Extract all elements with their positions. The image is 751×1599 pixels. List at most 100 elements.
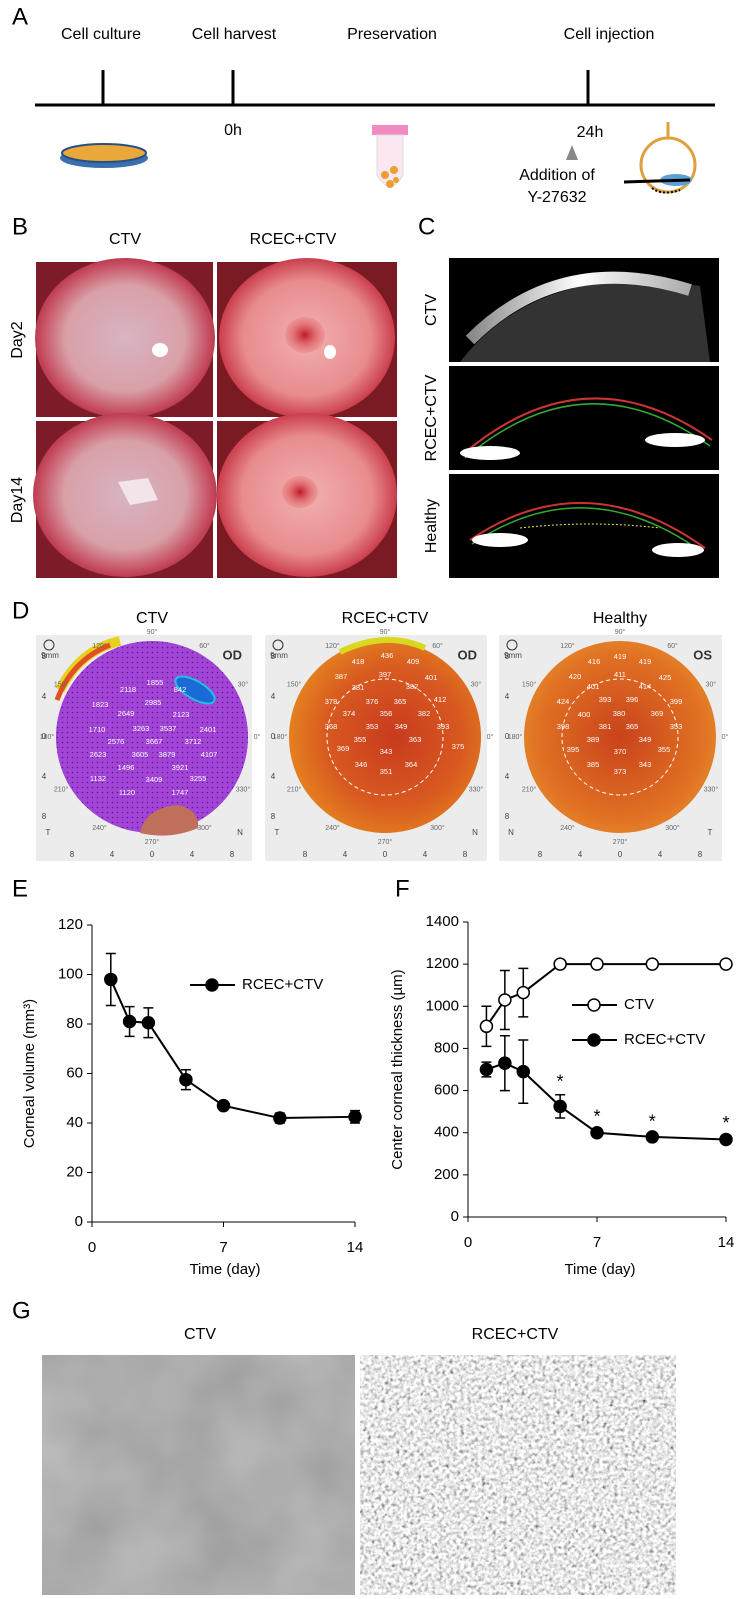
map-tick: 4: [190, 850, 195, 859]
thickness-value: 385: [587, 760, 600, 769]
circle: [390, 166, 398, 174]
thickness-value: 409: [407, 657, 420, 666]
x-tick-label: 14: [347, 1239, 364, 1256]
thickness-value: 3409: [146, 775, 163, 784]
map-tick: 8: [303, 850, 308, 859]
thickness-value: 2576: [108, 737, 125, 746]
thickness-value: 396: [626, 695, 639, 704]
marker: [122, 1014, 137, 1029]
thickness-value: 374: [343, 709, 356, 718]
panel-label: A: [12, 3, 28, 30]
confocal-images: [42, 1355, 676, 1595]
marker: [553, 1099, 567, 1114]
path: [376, 134, 404, 187]
y-tick-label: 1000: [426, 997, 459, 1014]
degree-label: 60°: [432, 642, 443, 650]
x-tick-label: 7: [219, 1239, 227, 1256]
x-axis-label: Time (day): [189, 1261, 260, 1278]
thickness-value: 419: [614, 652, 627, 661]
degree-label: 90°: [615, 628, 626, 636]
map-tick: 4: [343, 850, 348, 859]
degree-label: 60°: [667, 642, 678, 650]
thickness-value: 375: [452, 742, 465, 751]
map-tick: 8: [538, 850, 543, 859]
x-tick-label: 0: [88, 1239, 96, 1256]
legend-label: CTV: [624, 996, 654, 1013]
degree-label: 300°: [665, 824, 680, 832]
thickness-value: 351: [380, 767, 393, 776]
y-tick-label: 80: [66, 1015, 83, 1032]
thickness-value: 842: [174, 685, 187, 694]
panel-label: D: [12, 597, 29, 624]
thickness-value: 414: [639, 682, 652, 691]
marker: [590, 1125, 604, 1140]
marker: [719, 957, 733, 971]
degree-label: 120°: [325, 642, 340, 650]
thickness-value: 1496: [118, 763, 135, 772]
thickness-value: 398: [557, 722, 570, 731]
degree-label: 180°: [273, 733, 288, 741]
x-axis-label: Time (day): [564, 1261, 635, 1278]
thickness-value: 365: [394, 697, 407, 706]
degree-label: 0°: [254, 733, 261, 741]
thickness-value: 353: [670, 722, 683, 731]
thickness-value: 389: [587, 735, 600, 744]
thickness-value: 436: [381, 651, 394, 660]
thickness-value: 368: [325, 722, 338, 731]
map-title: CTV: [136, 610, 168, 627]
panel-label: B: [12, 213, 28, 240]
map-tick: 4: [505, 692, 510, 701]
map-tick: 0: [150, 850, 155, 859]
marker: [498, 993, 512, 1007]
slit-lamp-photos: [33, 258, 397, 578]
degree-label: 210°: [287, 785, 302, 793]
degree-label: 30°: [238, 680, 249, 688]
path: [471, 507, 703, 553]
thickness-value: 349: [395, 722, 408, 731]
tube-icon: [372, 125, 408, 188]
rect: [360, 1355, 676, 1595]
degree-label: 150°: [522, 680, 537, 688]
map-title: Healthy: [593, 610, 647, 627]
y-tick-label: 200: [434, 1166, 459, 1183]
eye-label: OS: [693, 647, 712, 662]
degree-label: 150°: [54, 680, 69, 688]
circle: [326, 678, 444, 796]
marker: [590, 957, 604, 971]
oct-images: [449, 258, 719, 578]
time-label: 0h: [224, 122, 242, 139]
y-tick-label: 120: [58, 916, 83, 933]
thickness-value: 382: [418, 709, 431, 718]
column-header: RCEC+CTV: [250, 231, 337, 248]
map-tick: 8: [42, 652, 47, 661]
x-tick-label: 0: [464, 1234, 472, 1251]
thickness-value: 378: [325, 697, 338, 706]
ellipse: [152, 343, 168, 357]
thickness-value: 346: [355, 760, 368, 769]
degree-label: 90°: [380, 628, 391, 636]
map-tick: 4: [110, 850, 115, 859]
row-label: Healthy: [423, 499, 440, 553]
row-label: Day14: [9, 477, 26, 523]
y-tick-label: 100: [58, 965, 83, 982]
panel-label: E: [12, 875, 28, 902]
path: [651, 187, 681, 194]
degree-label: 240°: [92, 824, 107, 832]
degree-label: 270°: [378, 838, 393, 846]
thickness-value: 343: [380, 747, 393, 756]
degree-label: 330°: [236, 785, 251, 793]
thickness-value: 412: [434, 695, 447, 704]
y-tick-label: 1400: [426, 913, 459, 930]
degree-label: 240°: [560, 824, 575, 832]
thickness-value: 355: [658, 745, 671, 754]
step-label: Cell injection: [564, 26, 655, 43]
degree-label: 180°: [40, 733, 55, 741]
circle: [386, 180, 394, 188]
x-tick-label: 7: [593, 1234, 601, 1251]
thickness-value: 3537: [160, 724, 177, 733]
degree-label: 120°: [92, 642, 107, 650]
scale-label: 9mm: [41, 651, 59, 660]
path: [519, 523, 661, 529]
map-tick: 8: [271, 652, 276, 661]
thickness-value: 3712: [185, 737, 202, 746]
